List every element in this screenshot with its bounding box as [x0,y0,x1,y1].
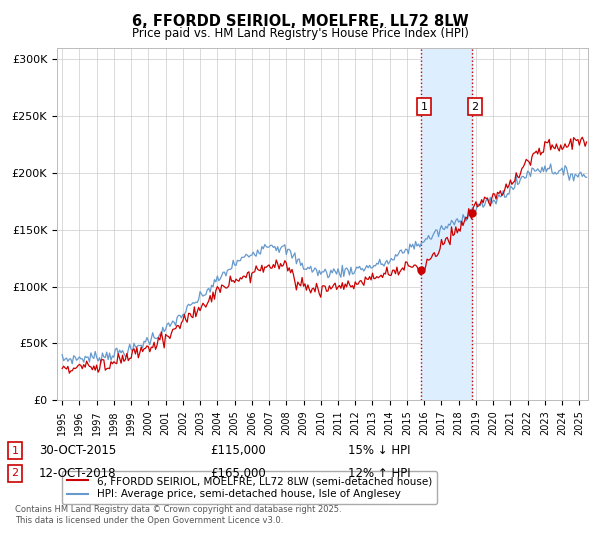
Bar [421,48,472,400]
Text: 30-OCT-2015: 30-OCT-2015 [39,444,116,458]
Legend: 6, FFORDD SEIRIOL, MOELFRE, LL72 8LW (semi-detached house), HPI: Average price, : 6, FFORDD SEIRIOL, MOELFRE, LL72 8LW (se… [62,471,437,505]
Text: Contains HM Land Registry data © Crown copyright and database right 2025.
This d: Contains HM Land Registry data © Crown c… [15,505,341,525]
Text: 2: 2 [471,102,478,112]
Text: 6, FFORDD SEIRIOL, MOELFRE, LL72 8LW: 6, FFORDD SEIRIOL, MOELFRE, LL72 8LW [131,14,469,29]
Text: 12-OCT-2018: 12-OCT-2018 [39,466,116,480]
Text: £115,000: £115,000 [210,444,266,458]
Text: 1: 1 [11,446,19,456]
Text: £165,000: £165,000 [210,466,266,480]
Text: 2: 2 [11,468,19,478]
Text: 1: 1 [421,102,427,112]
Text: 12% ↑ HPI: 12% ↑ HPI [348,466,410,480]
Text: Price paid vs. HM Land Registry's House Price Index (HPI): Price paid vs. HM Land Registry's House … [131,27,469,40]
Text: 15% ↓ HPI: 15% ↓ HPI [348,444,410,458]
